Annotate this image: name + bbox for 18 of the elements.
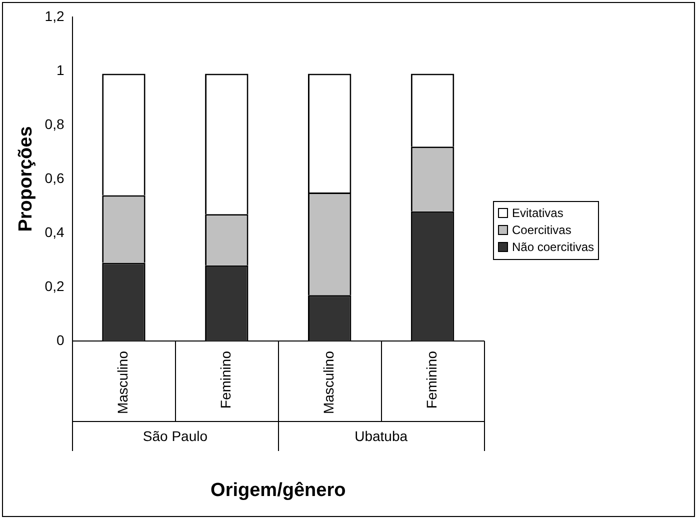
y-tick-label: 0 — [56, 332, 64, 348]
y-tick-label: 0,4 — [44, 224, 64, 240]
x-axis-title: Origem/gênero — [210, 480, 346, 501]
text: Evitativas — [512, 206, 564, 220]
x-tick-label: Masculino — [320, 350, 336, 414]
y-tick-label: 1,2 — [44, 8, 64, 24]
x-tick-label: Masculino — [114, 350, 131, 414]
text: São Paulo — [142, 428, 208, 444]
y-tick-label: 0,8 — [44, 116, 64, 132]
x-tick-label: Feminino — [423, 350, 440, 409]
text: Ubatuba — [354, 428, 408, 444]
y-axis-title: Proporções — [16, 126, 37, 232]
x-tick-label: Feminino — [218, 350, 234, 409]
y-tick-label: 1 — [56, 62, 64, 78]
y-tick-label: 0,6 — [44, 170, 64, 186]
legend-label: Coercitivas — [512, 223, 572, 237]
legend-label: Não coercitivas — [512, 240, 594, 254]
y-tick-label: 0,2 — [44, 278, 64, 294]
